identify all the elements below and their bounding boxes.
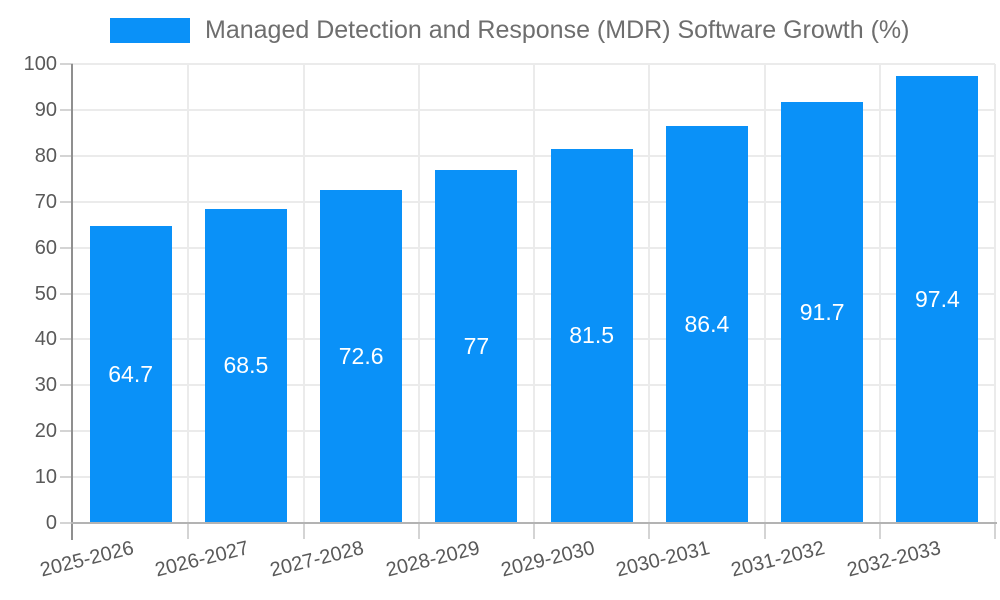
y-tick-mark: [60, 200, 73, 203]
x-grid-line: [187, 64, 190, 523]
x-tick-label: 2032-2033: [844, 537, 943, 582]
legend-swatch: [110, 18, 190, 43]
bar-value-label: 72.6: [338, 342, 384, 369]
x-grid-line: [763, 64, 766, 523]
y-tick-label: 50: [34, 282, 57, 305]
x-tick-label: 2027-2028: [268, 537, 367, 582]
y-tick-mark: [60, 63, 73, 65]
x-tick-mark: [763, 524, 766, 539]
bar-value-label: 91.7: [799, 299, 845, 326]
y-tick-mark: [60, 384, 73, 387]
bar-value-label: 86.4: [684, 311, 730, 338]
x-grid-line: [994, 64, 996, 523]
y-tick-label: 30: [34, 374, 57, 397]
bar[interactable]: 86.4: [665, 126, 748, 523]
bar[interactable]: 91.7: [781, 102, 864, 523]
bar[interactable]: 72.6: [320, 189, 403, 523]
bar-value-label: 68.5: [223, 352, 269, 379]
y-axis-line: [71, 64, 73, 540]
y-tick-mark: [60, 292, 73, 295]
x-tick-mark: [994, 524, 996, 539]
y-tick-mark: [60, 476, 73, 479]
x-grid-line: [302, 64, 305, 523]
x-grid-line: [533, 64, 535, 523]
y-tick-mark: [60, 522, 73, 524]
bar[interactable]: 97.4: [896, 75, 979, 523]
x-tick-label: 2025-2026: [37, 537, 136, 582]
y-tick-label: 70: [34, 190, 57, 213]
bar[interactable]: 81.5: [550, 148, 633, 523]
legend-label: Managed Detection and Response (MDR) Sof…: [205, 16, 910, 44]
x-tick-label: 2028-2029: [383, 537, 482, 582]
y-tick-label: 90: [34, 98, 57, 121]
x-tick-mark: [302, 524, 305, 539]
x-tick-mark: [533, 524, 535, 539]
x-tick-label: 2029-2030: [498, 537, 597, 582]
y-tick-mark: [60, 108, 73, 111]
y-tick-label: 0: [45, 512, 57, 534]
bar-value-label: 77: [463, 332, 490, 359]
bar-value-label: 97.4: [914, 285, 960, 312]
y-tick-label: 10: [34, 466, 57, 489]
x-tick-label: 2030-2031: [614, 537, 713, 582]
y-tick-mark: [60, 430, 73, 433]
bar[interactable]: 68.5: [204, 208, 287, 523]
bar[interactable]: 64.7: [89, 226, 172, 523]
x-tick-mark: [417, 524, 420, 539]
x-axis-line: [71, 522, 997, 524]
x-tick-label: 2031-2032: [729, 537, 828, 582]
x-tick-mark: [187, 524, 190, 539]
x-tick-label: 2026-2027: [153, 537, 252, 582]
y-tick-label: 20: [34, 420, 57, 443]
legend-item[interactable]: Managed Detection and Response (MDR) Sof…: [110, 16, 910, 44]
y-tick-label: 80: [34, 144, 57, 167]
y-tick-mark: [60, 338, 73, 341]
y-tick-mark: [60, 246, 73, 249]
x-tick-mark: [648, 524, 651, 539]
x-tick-mark: [878, 524, 881, 539]
y-tick-label: 60: [34, 236, 57, 259]
bar-value-label: 81.5: [569, 322, 614, 349]
x-grid-line: [417, 64, 420, 523]
bar[interactable]: 77: [435, 169, 518, 523]
y-tick-label: 40: [34, 328, 57, 351]
x-grid-line: [878, 64, 881, 523]
bar-value-label: 64.7: [108, 361, 153, 387]
y-tick-label: 100: [23, 53, 57, 75]
y-tick-mark: [60, 154, 73, 157]
x-grid-line: [648, 64, 651, 523]
